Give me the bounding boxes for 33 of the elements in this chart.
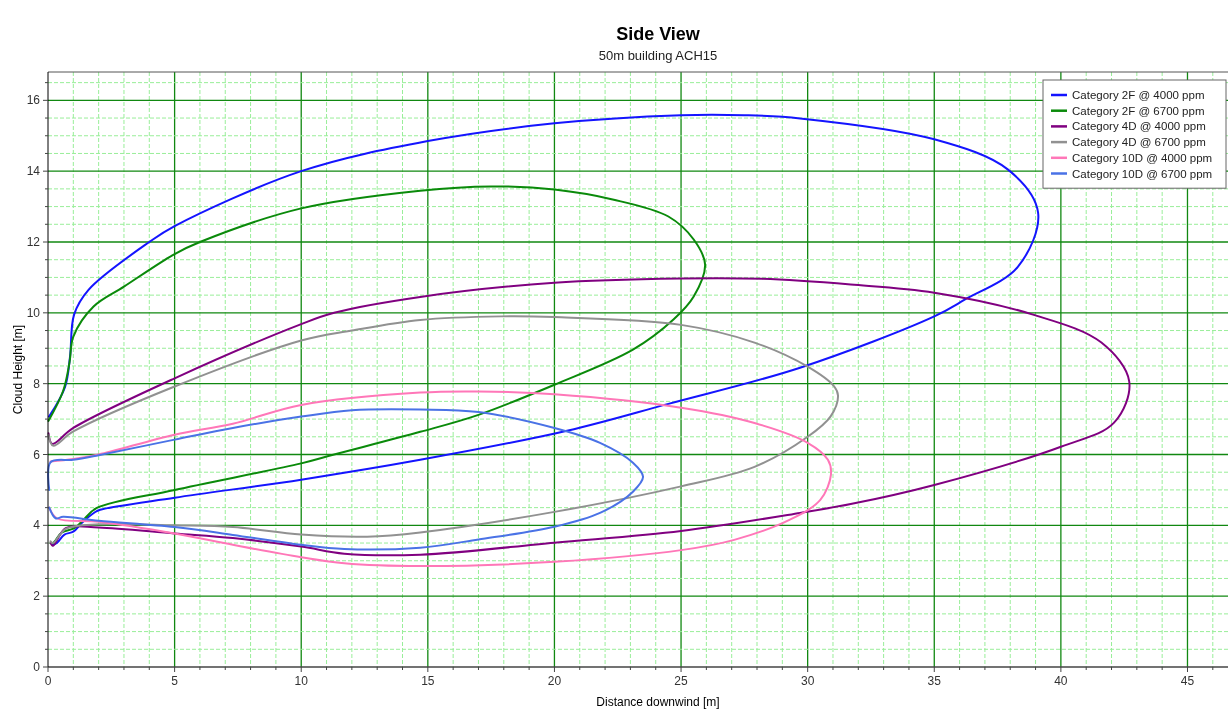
y-tick-label: 12 <box>26 235 41 249</box>
line-series <box>47 277 1131 557</box>
x-tick-label: 15 <box>421 674 435 688</box>
x-tick-label: 20 <box>547 674 562 688</box>
y-tick-label: 10 <box>26 305 41 320</box>
x-tick-label: 30 <box>800 674 815 688</box>
x-tick-label: 0 <box>44 674 52 688</box>
x-tick-label: 10 <box>294 674 309 688</box>
legend-label: Category 2F @ 4000 ppm <box>1072 89 1205 101</box>
chart-subtitle: 50m building ACH15 <box>598 48 718 63</box>
legend-label: Category 10D @ 4000 ppm <box>1072 151 1213 164</box>
y-tick-label: 0 <box>33 660 41 674</box>
x-tick-label: 25 <box>674 674 689 688</box>
x-tick-label: 5 <box>171 674 179 688</box>
y-tick-label: 16 <box>26 93 41 108</box>
x-axis-title: Distance downwind [m] <box>596 695 720 709</box>
y-tick-label: 4 <box>33 518 41 533</box>
line-series <box>47 408 645 551</box>
y-tick-label: 8 <box>33 376 41 391</box>
x-tick-label: 35 <box>927 674 942 688</box>
legend-label: Category 10D @ 6700 ppm <box>1072 167 1213 180</box>
line-series <box>48 113 1040 546</box>
y-tick-label: 14 <box>26 164 41 179</box>
y-tick-label: 6 <box>33 447 41 462</box>
y-tick-label: 2 <box>33 589 41 604</box>
x-tick-label: 45 <box>1180 674 1195 688</box>
x-tick-label: 40 <box>1054 674 1068 688</box>
legend-label: Category 4D @ 4000 ppm <box>1072 120 1206 133</box>
line-series <box>47 315 840 545</box>
y-axis-title: Cloud Height [m] <box>11 324 25 415</box>
chart-title: Side View <box>616 24 701 44</box>
legend-label: Category 2F @ 6700 ppm <box>1072 104 1205 117</box>
legend-label: Category 4D @ 6700 ppm <box>1072 136 1206 149</box>
